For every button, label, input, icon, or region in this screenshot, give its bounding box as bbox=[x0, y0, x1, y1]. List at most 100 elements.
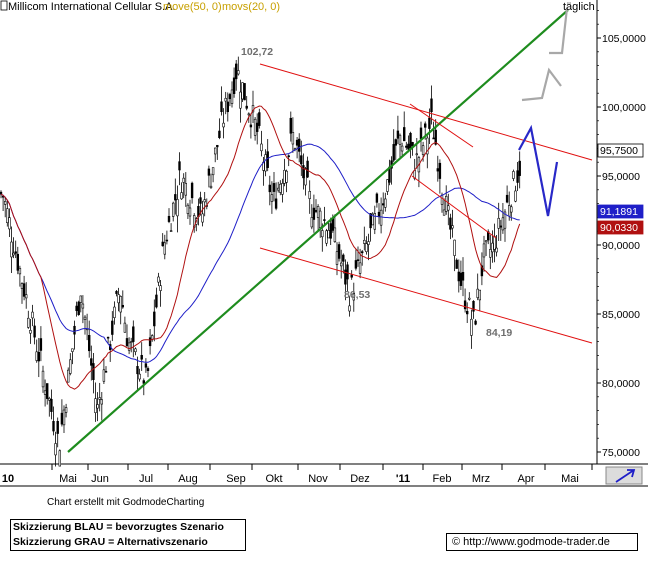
candle-body bbox=[484, 240, 488, 243]
candle-body bbox=[37, 351, 41, 362]
candle-body bbox=[75, 305, 78, 311]
footer-credit: Chart erstellt mit GodmodeCharting bbox=[47, 497, 205, 508]
candle-body bbox=[209, 185, 213, 189]
candle-body bbox=[100, 399, 104, 405]
candle-body bbox=[386, 179, 389, 192]
x-tick-label: Mrz bbox=[472, 473, 490, 485]
indicator-legend-2: movs(20, 0) bbox=[222, 1, 280, 13]
candle-body bbox=[4, 201, 7, 205]
candle-body bbox=[127, 342, 131, 351]
candle-body bbox=[510, 206, 513, 213]
candle-body bbox=[402, 127, 406, 142]
legend-line-blue: Skizzierung BLAU = bevorzugtes Szenario bbox=[13, 521, 224, 533]
candle-body bbox=[39, 338, 43, 351]
candle-body bbox=[140, 354, 143, 360]
x-tick-label: 10 bbox=[2, 473, 14, 485]
candle-body bbox=[371, 213, 374, 226]
candle-body bbox=[489, 249, 492, 258]
candle-body bbox=[310, 217, 313, 228]
ma20-line bbox=[0, 105, 521, 390]
candle-body bbox=[33, 325, 36, 338]
candle-body bbox=[272, 183, 276, 192]
candle-body bbox=[90, 358, 93, 366]
candle-body bbox=[77, 301, 80, 315]
candle-body bbox=[270, 194, 274, 202]
chart-title-group: Millicom International Cellular S.A. mov… bbox=[0, 0, 280, 13]
candle-body bbox=[434, 129, 437, 145]
candle-body bbox=[472, 300, 475, 312]
candle-body bbox=[165, 239, 169, 242]
x-tick-label: Jul bbox=[139, 473, 153, 485]
candle-body bbox=[167, 215, 171, 222]
candle-body bbox=[409, 132, 412, 149]
candle-body bbox=[31, 311, 34, 319]
candle-body bbox=[440, 194, 444, 205]
candle-body bbox=[518, 160, 521, 176]
candle-body bbox=[79, 295, 83, 303]
price-annotation: 86,53 bbox=[344, 289, 370, 301]
title-icon bbox=[0, 0, 8, 11]
candle-body bbox=[346, 264, 349, 280]
price-tag-bg bbox=[597, 143, 644, 158]
candle-body bbox=[312, 207, 316, 220]
x-tick-label: Mai bbox=[59, 473, 77, 485]
candle-body bbox=[203, 199, 206, 203]
candle-body bbox=[323, 219, 326, 221]
candle-body bbox=[411, 142, 414, 147]
candle-body bbox=[449, 217, 452, 230]
candle-body bbox=[329, 223, 332, 239]
candle-body bbox=[69, 359, 72, 374]
candle-body bbox=[186, 204, 190, 214]
candle-body bbox=[56, 420, 59, 434]
channel-upper-line bbox=[259, 63, 593, 161]
x-tick-label: Jun bbox=[91, 473, 109, 485]
y-tick-label: 100,0000 bbox=[602, 102, 646, 114]
candle-body bbox=[29, 329, 32, 334]
candle-body bbox=[415, 153, 418, 156]
candle-body bbox=[0, 191, 3, 195]
candle-body bbox=[482, 243, 486, 258]
candle-body bbox=[352, 293, 355, 301]
candle-body bbox=[503, 211, 507, 229]
channel-lower-line bbox=[259, 247, 593, 344]
candle-body bbox=[237, 70, 240, 75]
candle-body bbox=[497, 217, 500, 229]
candle-body bbox=[142, 380, 145, 384]
x-tick-label: Nov bbox=[308, 473, 328, 485]
arrow-icon bbox=[615, 469, 636, 483]
candle-body bbox=[245, 105, 248, 109]
candle-body bbox=[92, 363, 95, 380]
candle-body bbox=[247, 113, 250, 116]
candle-body bbox=[321, 230, 324, 238]
scroll-button[interactable] bbox=[605, 466, 643, 485]
candle-body bbox=[339, 262, 343, 267]
candle-body bbox=[218, 130, 221, 138]
candle-body bbox=[327, 230, 330, 239]
candle-body bbox=[281, 183, 284, 195]
candle-body bbox=[400, 145, 404, 152]
candle-body bbox=[447, 205, 450, 211]
candle-body bbox=[98, 397, 101, 400]
candle-body bbox=[501, 217, 505, 231]
candle-body bbox=[438, 162, 442, 179]
candle-body bbox=[300, 155, 303, 165]
candle-body bbox=[22, 283, 26, 297]
candle-body bbox=[102, 369, 106, 382]
candle-body bbox=[377, 211, 381, 217]
candle-body bbox=[64, 407, 68, 413]
candle-body bbox=[476, 288, 479, 298]
source-link[interactable]: © http://www.godmode-trader.de bbox=[446, 533, 638, 551]
candle-body bbox=[358, 262, 362, 274]
candle-body bbox=[24, 294, 28, 299]
candle-body bbox=[184, 183, 187, 196]
candle-body bbox=[463, 300, 467, 310]
x-tick-label: Apr bbox=[517, 473, 534, 485]
candle-body bbox=[491, 242, 494, 253]
candle-body bbox=[260, 143, 263, 152]
candle-body bbox=[182, 177, 185, 183]
candle-body bbox=[480, 265, 484, 277]
period-label: täglich bbox=[563, 1, 595, 13]
candle-body bbox=[136, 366, 139, 375]
candle-body bbox=[48, 398, 51, 401]
candle-body bbox=[157, 276, 160, 283]
